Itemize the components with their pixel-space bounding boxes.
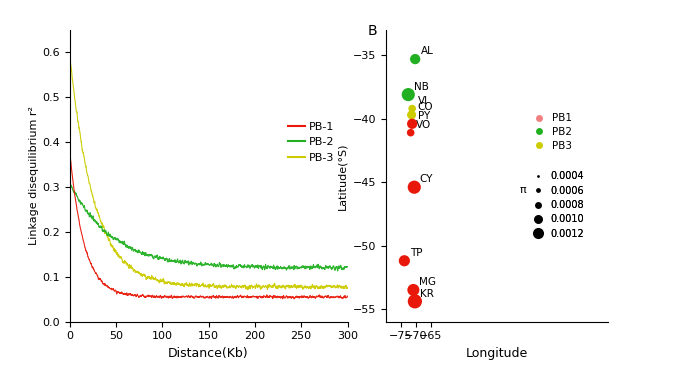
Text: AL: AL: [420, 46, 434, 56]
Legend: PB-1, PB-2, PB-3: PB-1, PB-2, PB-3: [284, 117, 339, 167]
Point: [402, 92, 414, 98]
Text: B: B: [368, 24, 377, 38]
Point: [407, 105, 418, 111]
Text: MG: MG: [419, 277, 436, 287]
Point: [409, 298, 420, 304]
Point: [399, 258, 410, 264]
Text: NB: NB: [414, 82, 429, 92]
Text: VO: VO: [416, 120, 432, 130]
Point: [408, 287, 419, 293]
Point: [407, 121, 418, 127]
Text: PY: PY: [418, 111, 430, 121]
Y-axis label: Linkage disequilibrium r²: Linkage disequilibrium r²: [29, 106, 39, 245]
Text: π: π: [519, 184, 526, 194]
Point: [406, 112, 417, 118]
Point: [405, 130, 416, 136]
Point: [409, 184, 420, 190]
Text: CY: CY: [420, 174, 433, 184]
Point: [409, 56, 420, 62]
Text: TP: TP: [410, 248, 423, 258]
X-axis label: Distance(Kb): Distance(Kb): [168, 347, 249, 360]
X-axis label: Longitude: Longitude: [466, 347, 528, 360]
Text: VI: VI: [418, 96, 428, 106]
Y-axis label: Latitude(°S): Latitude(°S): [337, 142, 347, 209]
Text: CO: CO: [417, 102, 433, 112]
Text: KR: KR: [420, 289, 434, 298]
Legend: 0.0004, 0.0006, 0.0008, 0.0010, 0.0012: 0.0004, 0.0006, 0.0008, 0.0010, 0.0012: [524, 167, 588, 243]
